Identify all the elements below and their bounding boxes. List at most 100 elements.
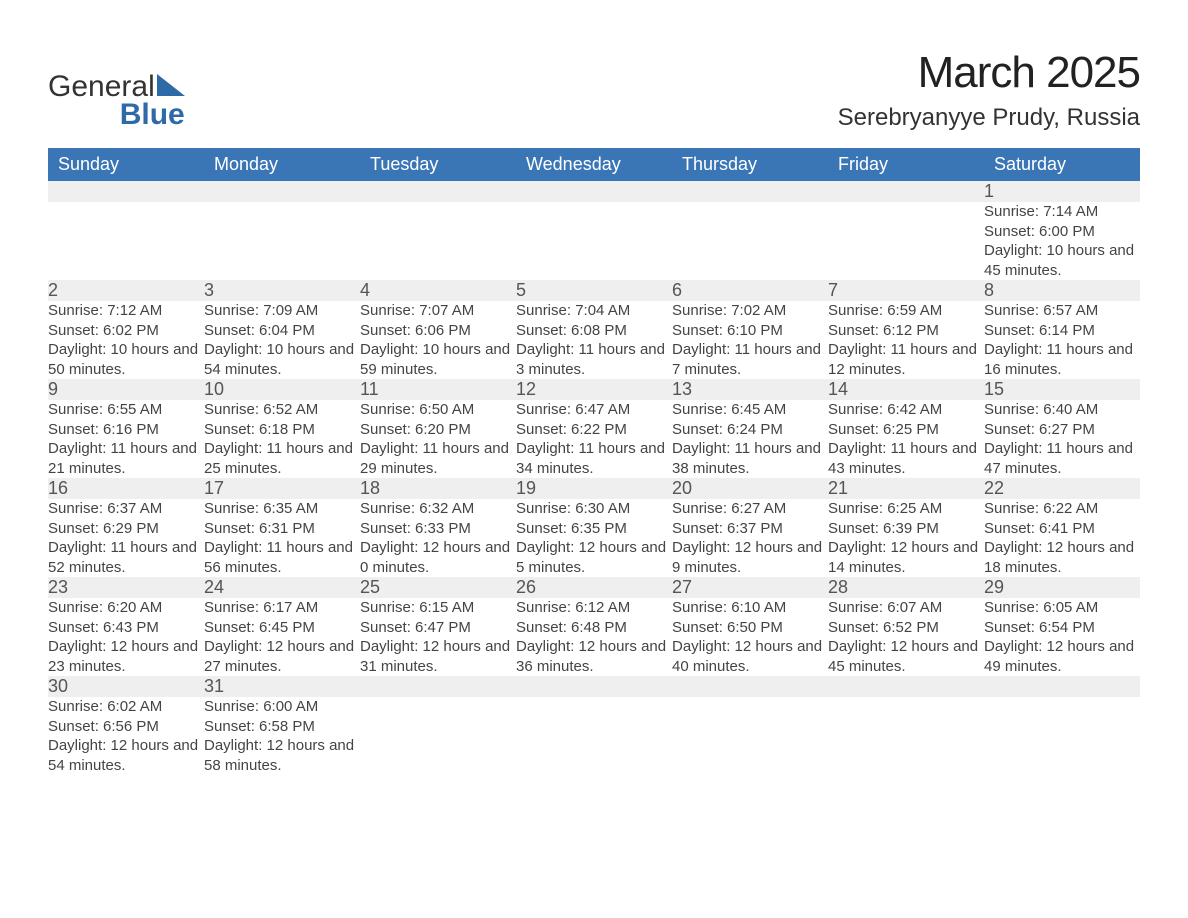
sunset-line: Sunset: 6:27 PM <box>984 420 1140 440</box>
sunrise-line: Sunrise: 6:35 AM <box>204 499 360 519</box>
daylight-line: Daylight: 11 hours and 38 minutes. <box>672 439 828 478</box>
day-number-cell <box>360 676 516 697</box>
day-detail-cell: Sunrise: 6:22 AMSunset: 6:41 PMDaylight:… <box>984 499 1140 577</box>
day-number-cell: 27 <box>672 577 828 598</box>
sunrise-line: Sunrise: 6:45 AM <box>672 400 828 420</box>
daylight-line: Daylight: 12 hours and 45 minutes. <box>828 637 984 676</box>
sunrise-line: Sunrise: 6:27 AM <box>672 499 828 519</box>
daylight-line: Daylight: 12 hours and 54 minutes. <box>48 736 204 775</box>
sunset-line: Sunset: 6:10 PM <box>672 321 828 341</box>
day-detail-cell <box>984 697 1140 775</box>
day-number-cell <box>516 181 672 202</box>
sunrise-line: Sunrise: 7:14 AM <box>984 202 1140 222</box>
sunrise-line: Sunrise: 7:12 AM <box>48 301 204 321</box>
sunrise-line: Sunrise: 6:50 AM <box>360 400 516 420</box>
day-detail-cell: Sunrise: 6:07 AMSunset: 6:52 PMDaylight:… <box>828 598 984 676</box>
daylight-line: Daylight: 11 hours and 43 minutes. <box>828 439 984 478</box>
sunset-line: Sunset: 6:52 PM <box>828 618 984 638</box>
sunrise-line: Sunrise: 6:20 AM <box>48 598 204 618</box>
day-detail-cell <box>516 202 672 280</box>
day-number-cell: 11 <box>360 379 516 400</box>
sunrise-line: Sunrise: 6:02 AM <box>48 697 204 717</box>
day-number-cell: 7 <box>828 280 984 301</box>
day-number-cell <box>828 181 984 202</box>
sunset-line: Sunset: 6:33 PM <box>360 519 516 539</box>
day-number-cell: 10 <box>204 379 360 400</box>
col-monday: Monday <box>204 148 360 181</box>
week-detail-row: Sunrise: 7:14 AMSunset: 6:00 PMDaylight:… <box>48 202 1140 280</box>
sunset-line: Sunset: 6:12 PM <box>828 321 984 341</box>
col-sunday: Sunday <box>48 148 204 181</box>
day-number-cell: 16 <box>48 478 204 499</box>
sunset-line: Sunset: 6:47 PM <box>360 618 516 638</box>
day-number-cell: 4 <box>360 280 516 301</box>
day-number-cell: 12 <box>516 379 672 400</box>
day-detail-cell: Sunrise: 6:30 AMSunset: 6:35 PMDaylight:… <box>516 499 672 577</box>
daylight-line: Daylight: 12 hours and 14 minutes. <box>828 538 984 577</box>
daylight-line: Daylight: 11 hours and 21 minutes. <box>48 439 204 478</box>
day-detail-cell <box>672 202 828 280</box>
daylight-line: Daylight: 10 hours and 45 minutes. <box>984 241 1140 280</box>
day-number-cell: 13 <box>672 379 828 400</box>
daylight-line: Daylight: 11 hours and 34 minutes. <box>516 439 672 478</box>
day-detail-cell <box>204 202 360 280</box>
day-number-cell: 30 <box>48 676 204 697</box>
day-number-cell <box>516 676 672 697</box>
col-friday: Friday <box>828 148 984 181</box>
day-number-cell <box>672 181 828 202</box>
sunrise-line: Sunrise: 6:07 AM <box>828 598 984 618</box>
day-detail-cell: Sunrise: 6:20 AMSunset: 6:43 PMDaylight:… <box>48 598 204 676</box>
col-tuesday: Tuesday <box>360 148 516 181</box>
day-number-cell <box>360 181 516 202</box>
day-number-cell: 25 <box>360 577 516 598</box>
sunset-line: Sunset: 6:41 PM <box>984 519 1140 539</box>
daylight-line: Daylight: 10 hours and 50 minutes. <box>48 340 204 379</box>
logo-text: General Blue <box>48 72 185 130</box>
sunset-line: Sunset: 6:29 PM <box>48 519 204 539</box>
day-detail-cell: Sunrise: 7:12 AMSunset: 6:02 PMDaylight:… <box>48 301 204 379</box>
week-detail-row: Sunrise: 6:02 AMSunset: 6:56 PMDaylight:… <box>48 697 1140 775</box>
day-number-cell: 1 <box>984 181 1140 202</box>
day-detail-cell <box>516 697 672 775</box>
day-detail-cell: Sunrise: 6:42 AMSunset: 6:25 PMDaylight:… <box>828 400 984 478</box>
sunset-line: Sunset: 6:22 PM <box>516 420 672 440</box>
day-number-cell: 9 <box>48 379 204 400</box>
week-daynum-row: 9101112131415 <box>48 379 1140 400</box>
day-number-cell: 2 <box>48 280 204 301</box>
day-number-cell <box>672 676 828 697</box>
daylight-line: Daylight: 11 hours and 52 minutes. <box>48 538 204 577</box>
day-detail-cell: Sunrise: 6:27 AMSunset: 6:37 PMDaylight:… <box>672 499 828 577</box>
sunset-line: Sunset: 6:54 PM <box>984 618 1140 638</box>
day-number-cell: 15 <box>984 379 1140 400</box>
day-number-cell <box>204 181 360 202</box>
daylight-line: Daylight: 11 hours and 47 minutes. <box>984 439 1140 478</box>
calendar-body: 1 Sunrise: 7:14 AMSunset: 6:00 PMDayligh… <box>48 181 1140 775</box>
sunrise-line: Sunrise: 6:25 AM <box>828 499 984 519</box>
calendar-header: Sunday Monday Tuesday Wednesday Thursday… <box>48 148 1140 181</box>
sunrise-line: Sunrise: 7:04 AM <box>516 301 672 321</box>
week-daynum-row: 2345678 <box>48 280 1140 301</box>
sunrise-line: Sunrise: 6:32 AM <box>360 499 516 519</box>
daylight-line: Daylight: 12 hours and 27 minutes. <box>204 637 360 676</box>
sunset-line: Sunset: 6:43 PM <box>48 618 204 638</box>
day-detail-cell: Sunrise: 6:05 AMSunset: 6:54 PMDaylight:… <box>984 598 1140 676</box>
day-number-cell: 26 <box>516 577 672 598</box>
day-detail-cell: Sunrise: 6:50 AMSunset: 6:20 PMDaylight:… <box>360 400 516 478</box>
day-number-cell: 19 <box>516 478 672 499</box>
daylight-line: Daylight: 12 hours and 58 minutes. <box>204 736 360 775</box>
day-detail-cell: Sunrise: 6:40 AMSunset: 6:27 PMDaylight:… <box>984 400 1140 478</box>
daylight-line: Daylight: 12 hours and 40 minutes. <box>672 637 828 676</box>
sunset-line: Sunset: 6:18 PM <box>204 420 360 440</box>
day-number-cell: 8 <box>984 280 1140 301</box>
sunset-line: Sunset: 6:39 PM <box>828 519 984 539</box>
daylight-line: Daylight: 12 hours and 23 minutes. <box>48 637 204 676</box>
sunset-line: Sunset: 6:02 PM <box>48 321 204 341</box>
daylight-line: Daylight: 12 hours and 36 minutes. <box>516 637 672 676</box>
sunset-line: Sunset: 6:31 PM <box>204 519 360 539</box>
sunset-line: Sunset: 6:16 PM <box>48 420 204 440</box>
sunrise-line: Sunrise: 6:42 AM <box>828 400 984 420</box>
day-detail-cell <box>828 202 984 280</box>
sunrise-line: Sunrise: 7:07 AM <box>360 301 516 321</box>
col-wednesday: Wednesday <box>516 148 672 181</box>
week-daynum-row: 1 <box>48 181 1140 202</box>
